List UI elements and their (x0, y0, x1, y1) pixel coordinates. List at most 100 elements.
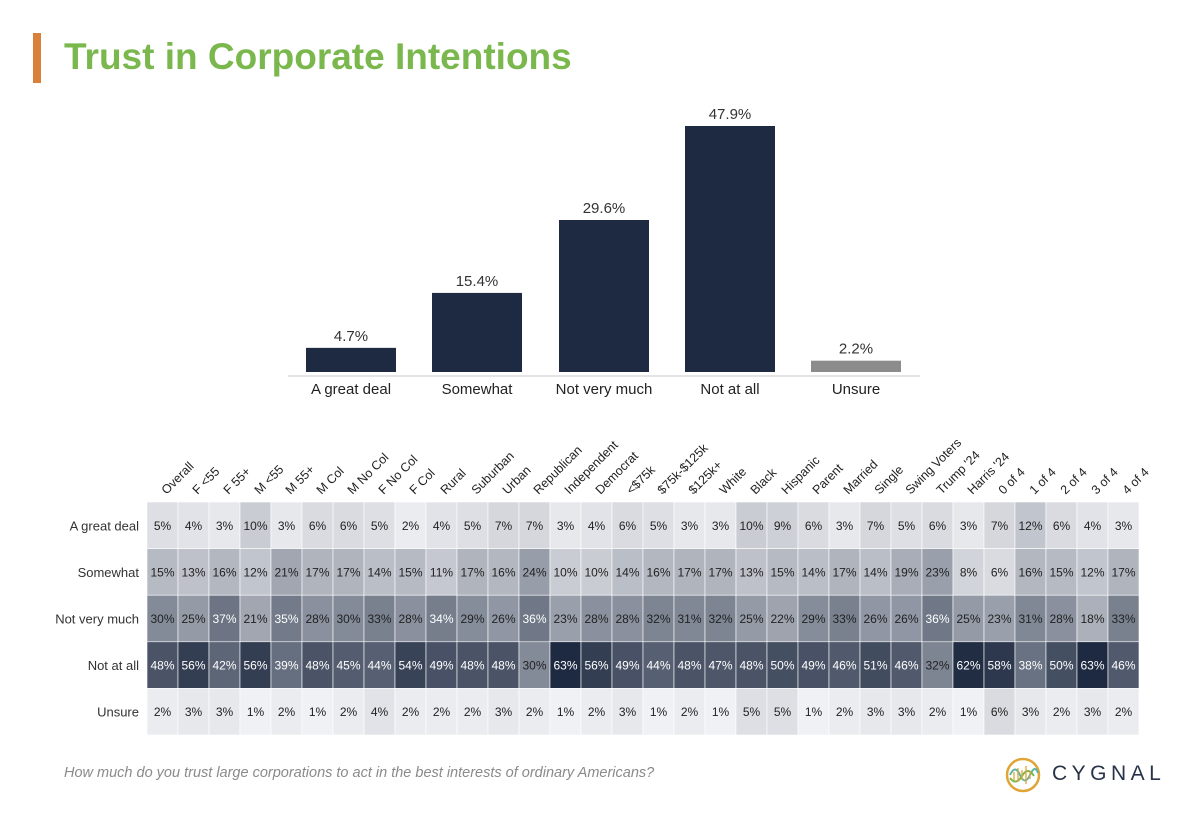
heatmap-cell-value: 4% (1084, 519, 1102, 533)
heatmap-cell (394, 501, 427, 549)
heatmap-cell-value: 39% (274, 659, 298, 673)
heatmap-cell-value: 22% (770, 612, 794, 626)
heatmap-cell-value: 25% (181, 612, 205, 626)
heatmap-cell-value: 3% (619, 705, 637, 719)
heatmap-cell-value: 51% (863, 659, 887, 673)
heatmap-cell-value: 17% (708, 565, 732, 579)
heatmap-cell (1014, 548, 1047, 596)
heatmap-cell-value: 2% (1053, 705, 1071, 719)
heatmap-cell-value: 2% (836, 705, 854, 719)
heatmap-cell (456, 548, 489, 596)
bar-unsure (811, 360, 901, 372)
heatmap-cell (301, 688, 334, 736)
heatmap-cell-value: 34% (429, 612, 453, 626)
heatmap-cell (797, 688, 830, 736)
heatmap-cell-value: 14% (863, 565, 887, 579)
heatmap-cell-value: 1% (805, 705, 823, 719)
heatmap-cell (642, 594, 675, 643)
heatmap-cell (1045, 501, 1078, 549)
heatmap-cell-value: 3% (557, 519, 575, 533)
heatmap-cell (363, 548, 396, 596)
heatmap-cell-value: 33% (367, 612, 391, 626)
heatmap-cell (549, 641, 582, 689)
page-title: Trust in Corporate Intentions (64, 36, 572, 77)
heatmap-cell-value: 63% (553, 659, 577, 673)
heatmap-cell-value: 6% (805, 519, 823, 533)
heatmap-cell-value: 13% (181, 565, 205, 579)
heatmap-column-header: 4 of 4 (1120, 465, 1152, 497)
heatmap-cell-value: 10% (243, 519, 267, 533)
heatmap-row-label: Not at all (88, 658, 139, 673)
heatmap-cell (735, 688, 768, 736)
heatmap-cell-value: 30% (150, 612, 174, 626)
heatmap-cell (704, 641, 737, 689)
heatmap-cell (611, 641, 644, 689)
heatmap-cell (270, 501, 303, 549)
heatmap-cell (1076, 594, 1109, 643)
heatmap-cell-value: 26% (863, 612, 887, 626)
heatmap-cell-value: 32% (925, 659, 949, 673)
heatmap-cell (239, 501, 272, 549)
bar-category-label: A great deal (311, 381, 391, 398)
heatmap-cell (301, 641, 334, 689)
cygnal-logo-text: CYGNAL (1052, 762, 1166, 785)
heatmap-cell (1045, 641, 1078, 689)
heatmap-cell (952, 548, 985, 596)
heatmap-cell (1076, 548, 1109, 596)
heatmap-cell (1014, 641, 1047, 689)
heatmap-cell-value: 21% (274, 565, 298, 579)
bar-not-at-all (685, 126, 775, 372)
heatmap-cell (456, 594, 489, 643)
heatmap-cell (177, 501, 210, 549)
heatmap-cell-value: 2% (681, 705, 699, 719)
heatmap-cell (983, 688, 1016, 736)
heatmap-cell (1076, 501, 1109, 549)
heatmap-cell-value: 15% (150, 565, 174, 579)
heatmap-cell (890, 594, 923, 643)
heatmap-column-header: M <55 (252, 462, 287, 497)
heatmap-cell (735, 548, 768, 596)
heatmap-cell (642, 688, 675, 736)
heatmap-cell-value: 49% (615, 659, 639, 673)
heatmap-cell (208, 501, 241, 549)
heatmap-cell (549, 688, 582, 736)
heatmap-cell-value: 6% (340, 519, 358, 533)
heatmap-cell (363, 501, 396, 549)
heatmap-cell-value: 17% (305, 565, 329, 579)
heatmap-cell (1076, 641, 1109, 689)
heatmap-cell (797, 548, 830, 596)
heatmap-cell-value: 5% (464, 519, 482, 533)
heatmap-cell (766, 548, 799, 596)
heatmap-cell-value: 3% (867, 705, 885, 719)
heatmap-cell (394, 594, 427, 643)
heatmap-cell (642, 548, 675, 596)
heatmap-cell (487, 688, 520, 736)
bar-value-label: 4.7% (334, 328, 368, 345)
heatmap-row-label: A great deal (70, 518, 139, 533)
heatmap-cell-value: 2% (1115, 705, 1133, 719)
heatmap-cell-value: 54% (398, 659, 422, 673)
heatmap-cell (1014, 501, 1047, 549)
heatmap-cell (1107, 641, 1140, 689)
heatmap-cell-value: 33% (832, 612, 856, 626)
heatmap-cell (890, 641, 923, 689)
bar-category-label: Not at all (700, 381, 759, 398)
heatmap-cell (239, 688, 272, 736)
heatmap-cell-value: 36% (522, 612, 546, 626)
heatmap-row-label: Not very much (55, 612, 139, 627)
heatmap-cell (487, 594, 520, 643)
heatmap-cell-value: 2% (154, 705, 172, 719)
heatmap-cell-value: 46% (894, 659, 918, 673)
heatmap-cell-value: 56% (181, 659, 205, 673)
heatmap-cell-value: 49% (429, 659, 453, 673)
heatmap-cell (146, 594, 179, 643)
heatmap-cell (766, 688, 799, 736)
heatmap-cell (456, 688, 489, 736)
heatmap-cell-value: 5% (650, 519, 668, 533)
heatmap-cell-value: 4% (185, 519, 203, 533)
heatmap-cell-value: 3% (681, 519, 699, 533)
heatmap-cell-value: 15% (770, 565, 794, 579)
heatmap-cell (394, 548, 427, 596)
heatmap-cell-value: 32% (646, 612, 670, 626)
bar-value-label: 2.2% (839, 341, 873, 358)
